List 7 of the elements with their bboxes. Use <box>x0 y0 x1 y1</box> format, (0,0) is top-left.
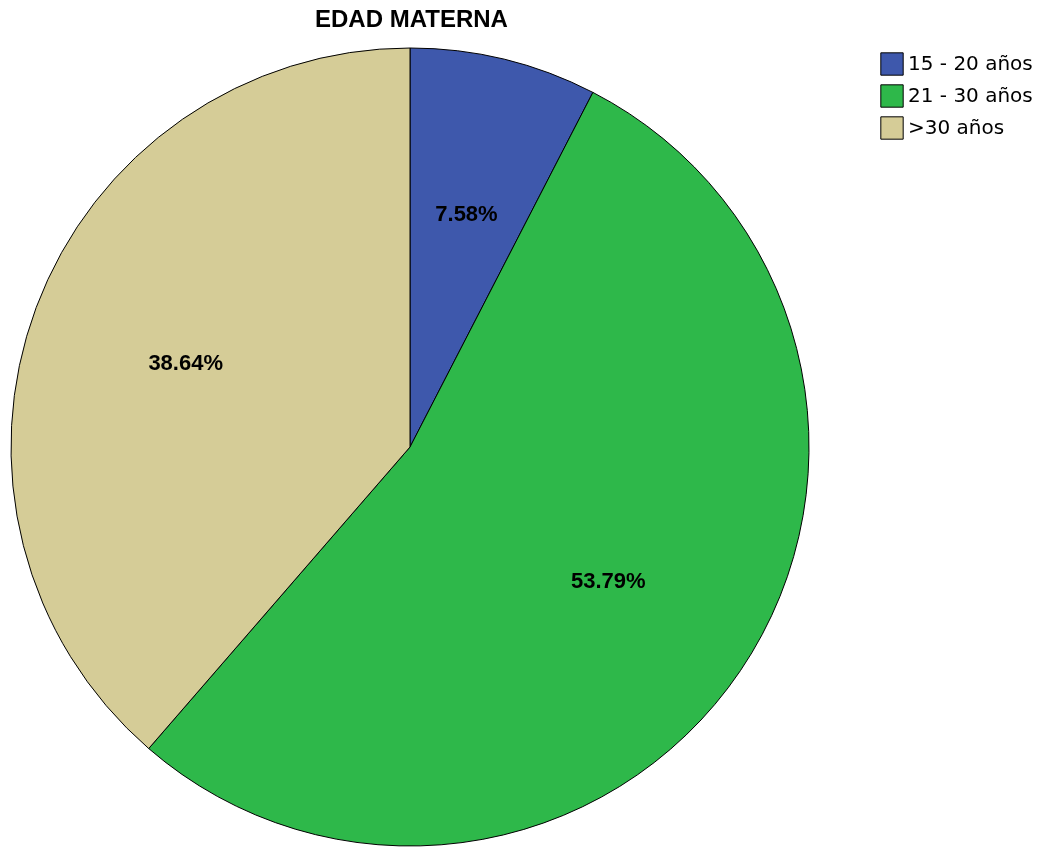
legend-label: >30 años <box>908 115 1005 139</box>
data-label: 7.58% <box>435 201 498 227</box>
chart-title: EDAD MATERNA <box>315 5 508 32</box>
data-label: 38.64% <box>148 350 224 376</box>
legend-label: 21 - 30 años <box>908 83 1033 107</box>
data-label: 53.79% <box>570 568 646 594</box>
legend-label: 15 - 20 años <box>908 51 1033 75</box>
